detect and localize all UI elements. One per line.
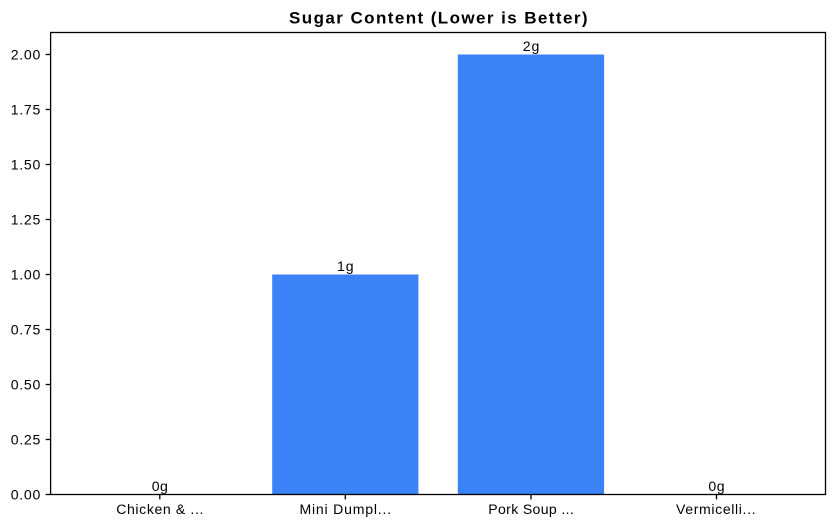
svg-text:0.50: 0.50: [11, 376, 41, 392]
svg-text:0.75: 0.75: [11, 321, 41, 337]
svg-text:Pork Soup ...: Pork Soup ...: [488, 501, 574, 517]
svg-text:Chicken & ...: Chicken & ...: [116, 501, 203, 517]
svg-text:0g: 0g: [708, 478, 724, 494]
svg-text:1.00: 1.00: [11, 266, 41, 282]
svg-text:1.50: 1.50: [11, 156, 41, 172]
svg-text:2.00: 2.00: [11, 46, 41, 62]
svg-text:Mini Dumpl...: Mini Dumpl...: [300, 501, 392, 517]
svg-text:1g: 1g: [337, 258, 354, 274]
svg-text:1.25: 1.25: [11, 211, 41, 227]
svg-text:Vermicelli...: Vermicelli...: [676, 501, 756, 517]
svg-text:0g: 0g: [152, 478, 168, 494]
svg-text:Sugar Content (Lower is Better: Sugar Content (Lower is Better): [289, 8, 588, 27]
svg-text:0.25: 0.25: [11, 431, 41, 447]
svg-text:2g: 2g: [523, 38, 540, 54]
svg-text:1.75: 1.75: [11, 101, 41, 117]
svg-text:0.00: 0.00: [11, 486, 41, 502]
